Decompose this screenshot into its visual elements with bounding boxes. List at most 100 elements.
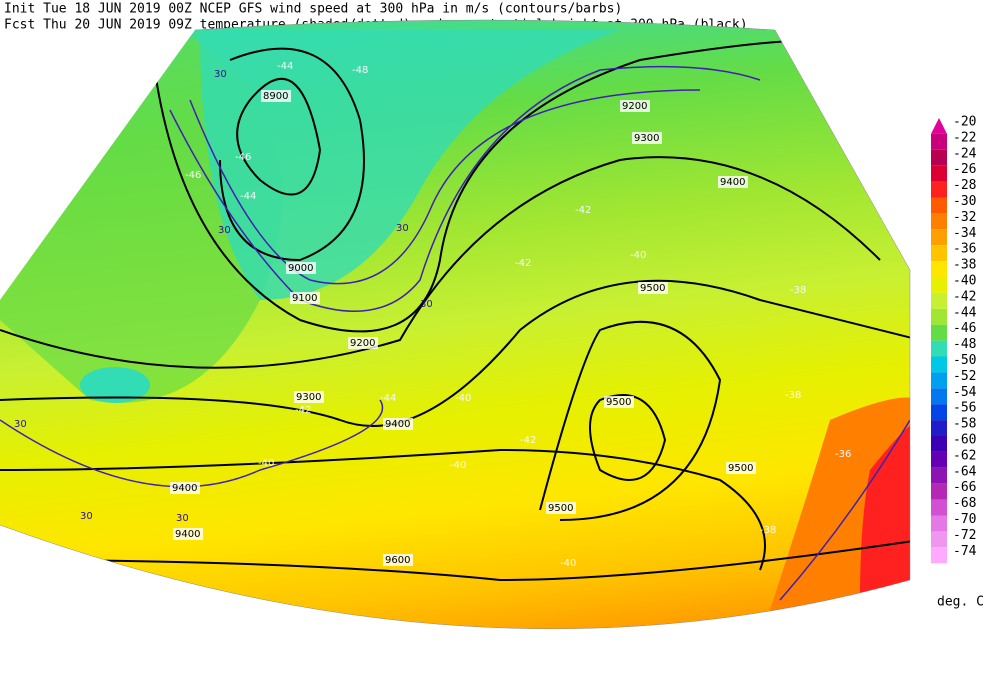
label-bg bbox=[173, 528, 203, 540]
colorbar-swatch bbox=[931, 356, 947, 373]
header-line: Init Tue 18 JUN 2019 00Z NCEP GFS wind s… bbox=[4, 2, 622, 17]
colorbar-label: -62 bbox=[953, 448, 976, 463]
colorbar-swatch bbox=[931, 340, 947, 357]
label-bg bbox=[170, 482, 200, 494]
contour-label: 9000 bbox=[288, 263, 313, 274]
label-bg bbox=[286, 262, 316, 274]
label-bg bbox=[638, 282, 668, 294]
contour-label: -42 bbox=[575, 205, 591, 216]
colorbar-swatch bbox=[931, 261, 947, 277]
label-bg bbox=[632, 132, 662, 144]
contour-label: 9500 bbox=[548, 503, 573, 514]
colorbar-swatch bbox=[931, 165, 947, 182]
contour-label: 9500 bbox=[640, 283, 665, 294]
colorbar-label: -66 bbox=[953, 480, 976, 495]
colorbar-swatch bbox=[931, 324, 947, 341]
contour-label: -42 bbox=[295, 405, 311, 416]
label-bg bbox=[718, 176, 748, 188]
contour-label: 9100 bbox=[292, 293, 317, 304]
contour-label: -48 bbox=[352, 65, 368, 76]
colorbar-unit: deg. C bbox=[937, 595, 984, 610]
label-bg bbox=[604, 396, 634, 408]
contour-label: 30 bbox=[396, 223, 409, 234]
colorbar-label: -20 bbox=[953, 115, 976, 130]
colorbar-label: -48 bbox=[953, 337, 976, 352]
label-bg bbox=[261, 90, 291, 102]
contour-label: 30 bbox=[14, 419, 27, 430]
colorbar-swatch bbox=[931, 451, 947, 468]
contour-label: 9500 bbox=[728, 463, 753, 474]
contour-label: -44 bbox=[380, 393, 396, 404]
colorbar-label: -24 bbox=[953, 146, 977, 161]
colorbar-swatch bbox=[931, 118, 947, 134]
colorbar-swatch bbox=[931, 420, 947, 436]
colorbar-swatch bbox=[931, 292, 947, 309]
colorbar-swatch bbox=[931, 547, 947, 564]
colorbar-swatch bbox=[931, 197, 947, 214]
colorbar-label: -52 bbox=[953, 369, 976, 384]
contour-labels: 8900 9000 9100 9200 9300 9400 9500 9600 9200 9300… bbox=[14, 61, 851, 618]
colorbar-label: -28 bbox=[953, 178, 976, 193]
colorbar-label: -36 bbox=[953, 242, 976, 257]
contour-label: 9400 bbox=[720, 177, 745, 188]
label-bg bbox=[383, 554, 413, 566]
contour-label: 30 bbox=[218, 225, 231, 236]
colorbar-swatch bbox=[931, 181, 947, 198]
colorbar-label: -68 bbox=[953, 496, 976, 511]
contour-label: 9500 bbox=[606, 397, 631, 408]
colorbar-swatch bbox=[931, 229, 947, 246]
contour-label: -44 bbox=[277, 61, 293, 72]
contour-label: 30 bbox=[420, 299, 433, 310]
colorbar-label: -30 bbox=[953, 194, 976, 209]
colorbar-label: -58 bbox=[953, 417, 976, 432]
colorbar-label: -46 bbox=[953, 321, 976, 336]
colorbar-swatch bbox=[931, 308, 947, 325]
contour-label: 30 bbox=[134, 607, 147, 618]
colorbar: -20-22-24-26-28-30-32-34-36-38-40-42-44-… bbox=[931, 115, 977, 564]
contour-label: 8900 bbox=[263, 91, 288, 102]
label-bg bbox=[620, 100, 650, 112]
colorbar-swatch bbox=[931, 213, 947, 230]
label-bg bbox=[726, 462, 756, 474]
colorbar-label: -34 bbox=[953, 226, 977, 241]
contour-label: -36 bbox=[835, 449, 851, 460]
colorbar-label: -50 bbox=[953, 353, 976, 368]
colorbar-label: -64 bbox=[953, 464, 977, 479]
colorbar-swatch bbox=[931, 531, 947, 548]
colorbar-swatch bbox=[931, 372, 947, 389]
colorbar-swatch bbox=[931, 483, 947, 500]
colorbar-swatch bbox=[931, 404, 947, 421]
contour-label: -38 bbox=[785, 390, 801, 401]
contour-label: -46 bbox=[235, 152, 251, 163]
map: 8900 9000 9100 9200 9300 9400 9500 9600 9200 9300… bbox=[0, 20, 910, 629]
contour-label: -44 bbox=[240, 191, 256, 202]
colorbar-swatch bbox=[931, 388, 947, 405]
colorbar-label: -26 bbox=[953, 162, 976, 177]
contour-label: 9200 bbox=[350, 338, 375, 349]
colorbar-swatch bbox=[931, 133, 947, 150]
contour-label: -40 bbox=[258, 458, 274, 469]
colorbar-label: -56 bbox=[953, 401, 976, 416]
contour-label: -46 bbox=[185, 170, 201, 181]
contour-label: -42 bbox=[515, 258, 531, 269]
colorbar-label: -32 bbox=[953, 210, 976, 225]
colorbar-swatch bbox=[931, 499, 947, 516]
contour-label: -40 bbox=[450, 460, 466, 471]
label-bg bbox=[348, 337, 378, 349]
colorbar-swatch bbox=[931, 515, 947, 532]
contour-label: -38 bbox=[790, 285, 806, 296]
colorbar-swatch bbox=[931, 149, 947, 166]
warm-area bbox=[860, 420, 910, 600]
colorbar-swatch bbox=[931, 436, 947, 452]
colorbar-label: -54 bbox=[953, 385, 977, 400]
contour-label: 9400 bbox=[175, 529, 200, 540]
contour-label: 9600 bbox=[385, 555, 410, 566]
cold-area bbox=[80, 367, 150, 403]
contour-label: 9400 bbox=[385, 419, 410, 430]
contour-label: 30 bbox=[176, 513, 189, 524]
contour-label: 30 bbox=[214, 69, 227, 80]
height-contours bbox=[0, 29, 910, 582]
contour-label: 9200 bbox=[622, 101, 647, 112]
colorbar-label: -38 bbox=[953, 258, 976, 273]
